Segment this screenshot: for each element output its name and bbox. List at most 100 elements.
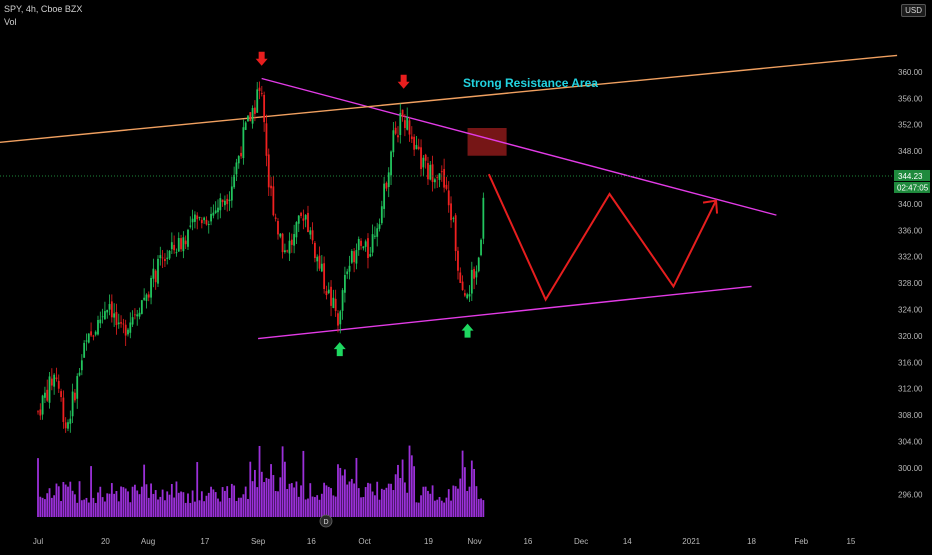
volume-bar	[327, 486, 330, 517]
candle-body	[196, 215, 199, 220]
candle-body	[117, 322, 120, 325]
candle-body	[364, 241, 367, 247]
y-tick-label: 356.00	[898, 94, 923, 103]
candle-body	[311, 230, 314, 241]
candle-body	[431, 164, 434, 182]
volume-bar	[228, 497, 231, 517]
candle-body	[376, 228, 379, 237]
volume-bar	[364, 487, 367, 517]
volume-bar	[433, 500, 436, 517]
candle-body	[360, 240, 362, 246]
candle-body	[122, 323, 125, 325]
candle-body	[154, 270, 157, 283]
volume-bar	[210, 486, 212, 517]
candle-body	[424, 154, 427, 161]
candle-body	[67, 422, 69, 429]
y-tick-label: 360.00	[898, 68, 923, 77]
volume-bar	[452, 485, 455, 517]
volume-bar	[147, 497, 150, 517]
y-axis[interactable]: 296.00 300.00 304.00 308.00 312.00 316.00 320.…	[894, 68, 930, 499]
candle-body	[343, 274, 346, 293]
candle-body	[69, 418, 72, 424]
volume-bar	[168, 494, 171, 517]
volume-bar	[90, 466, 92, 517]
candle-body	[480, 239, 482, 256]
volume-bar	[295, 481, 298, 517]
volume-bar	[348, 481, 351, 517]
candle-body	[249, 112, 252, 122]
volume-bar	[164, 500, 166, 517]
volume-bar	[415, 502, 418, 517]
y-tick-label: 316.00	[898, 358, 923, 367]
volume-bar	[341, 475, 344, 517]
candle-body	[177, 238, 180, 252]
volume-bar	[180, 491, 182, 517]
volume-layer	[37, 445, 485, 517]
candle-body	[325, 291, 328, 296]
arrow-up-icon	[333, 342, 346, 357]
volume-bar	[50, 497, 53, 517]
volume-bar	[256, 487, 259, 517]
volume-bar	[371, 491, 374, 517]
candle-body	[147, 294, 150, 298]
candle-body	[115, 312, 118, 326]
volume-bar	[46, 493, 49, 517]
candle-body	[399, 112, 402, 135]
candle-body	[143, 297, 146, 300]
candle-body	[78, 372, 81, 376]
candle-body	[272, 186, 275, 216]
volume-bar	[157, 499, 159, 517]
candle-body	[203, 217, 206, 221]
candle-body	[92, 335, 95, 337]
volume-bar	[473, 468, 476, 517]
volume-bar	[318, 499, 321, 517]
candle-body	[316, 256, 319, 262]
x-tick-label: 16	[523, 537, 532, 546]
candle-body	[277, 221, 279, 235]
arrow-layer	[255, 51, 474, 357]
volume-bar	[323, 482, 326, 517]
x-tick-label: Dec	[574, 537, 588, 546]
candle-body	[307, 212, 309, 233]
volume-bar	[198, 500, 201, 517]
volume-bar	[316, 495, 319, 517]
candle-body	[332, 297, 335, 308]
candle-body	[55, 377, 58, 380]
volume-bar	[438, 496, 441, 517]
currency-badge[interactable]: USD	[901, 4, 926, 17]
candle-body	[200, 219, 203, 224]
candle-body	[422, 157, 425, 168]
volume-bar	[334, 496, 337, 517]
candle-body	[247, 115, 249, 122]
volume-bar	[447, 489, 450, 517]
candle-body	[187, 229, 189, 247]
y-tick-label: 336.00	[898, 226, 923, 235]
x-axis[interactable]: Jul 20 Aug 17 Sep 16 Oct 19 Nov 16 Dec 14 2021 18 Feb 1…	[33, 537, 856, 546]
volume-bar	[62, 481, 65, 517]
volume-bar	[270, 464, 272, 517]
volume-bar	[461, 450, 464, 517]
trendline	[0, 54, 898, 143]
volume-bar	[457, 488, 459, 517]
volume-bar	[184, 502, 187, 517]
candle-body	[350, 250, 353, 263]
candle-body	[170, 242, 173, 250]
volume-bar	[205, 495, 208, 517]
arrow-down-icon	[397, 74, 410, 89]
candle-body	[214, 210, 217, 213]
candle-body	[260, 93, 263, 94]
candle-body	[228, 199, 231, 202]
candle-body	[85, 340, 88, 342]
volume-bar	[177, 492, 180, 517]
volume-bar	[134, 484, 136, 517]
candle-body	[447, 190, 450, 206]
volume-bar	[127, 491, 129, 517]
candle-body	[378, 224, 381, 229]
candle-body	[157, 258, 159, 284]
volume-bar	[413, 466, 416, 517]
candle-body	[97, 319, 99, 335]
volume-bar	[219, 501, 222, 517]
volume-bar	[108, 493, 111, 517]
candle-body	[210, 213, 212, 222]
